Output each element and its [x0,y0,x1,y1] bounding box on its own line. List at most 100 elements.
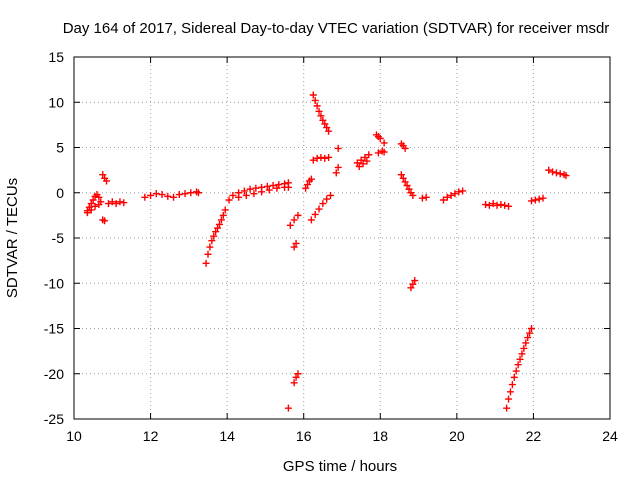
data-point [315,205,323,213]
data-point [103,177,111,185]
data-point [516,355,524,363]
data-series [503,325,536,412]
y-tick-label: -20 [44,366,64,382]
data-series [309,153,333,164]
data-point [422,193,430,201]
data-point [497,201,505,209]
data-series [290,370,302,387]
y-axis-label: SDTVAR / TECUs [4,178,21,298]
data-point [451,190,459,198]
data-point [334,163,342,171]
data-point [240,187,248,195]
data-series [104,198,128,208]
y-tick-label: -25 [44,411,64,427]
data-point [526,329,534,337]
data-point [361,153,369,161]
data-point [158,191,166,199]
data-point [313,102,321,110]
data-point [327,191,335,199]
data-point [217,216,225,224]
data-point [214,224,222,232]
data-point [304,181,312,189]
data-point [275,181,283,189]
data-point [181,190,189,198]
data-point [286,221,294,229]
data-point [263,182,271,190]
data-point [307,216,315,224]
data-point [206,243,214,251]
data-series [141,188,202,201]
data-point [512,367,520,375]
data-series [202,206,229,267]
y-tick-label: -5 [52,230,65,246]
data-point [399,174,407,182]
data-point [355,163,363,171]
data-point [332,169,340,177]
x-tick-label: 14 [219,428,235,444]
data-point [493,201,501,209]
data-point [258,188,266,196]
data-point [380,148,388,156]
data-point [552,169,560,177]
y-tick-label: 5 [56,140,64,156]
y-tick-label: 0 [56,185,64,201]
data-point [208,237,216,245]
data-point [505,395,513,403]
data-point [294,370,302,378]
data-point [221,206,229,214]
x-tick-label: 12 [143,428,159,444]
x-tick-labels: 10 12 14 16 18 20 22 24 [66,428,618,444]
data-series [307,191,335,224]
data-point [164,192,172,200]
data-point [510,373,518,381]
data-point [315,107,323,115]
data-point [549,168,557,176]
y-tick-label: 15 [48,49,64,65]
data-point [284,404,292,412]
data-point [321,154,329,162]
data-series [99,171,111,185]
data-point [397,171,405,179]
data-point [506,388,514,396]
data-point [520,344,528,352]
data-point [302,184,310,192]
x-tick-label: 10 [66,428,82,444]
x-tick-label: 16 [296,428,312,444]
data-point [401,178,409,186]
data-point [219,211,227,219]
data-point [501,201,509,209]
data-point [91,202,99,210]
data-point [284,183,292,191]
data-point [210,232,218,240]
data-series [397,171,417,199]
data-series [225,179,292,204]
data-series [355,157,371,171]
data-point [141,193,149,201]
data-point [325,127,333,135]
data-point [363,157,371,165]
data-point [212,228,220,236]
data-point [225,196,233,204]
data-point [353,159,361,167]
data-point [439,196,447,204]
data-point [87,200,95,208]
y-tick-label: -10 [44,275,64,291]
data-point [401,144,409,152]
data-point [317,112,325,120]
data-point [528,325,536,332]
data-point [409,191,417,199]
data-series [332,163,342,177]
data-point [120,199,128,207]
data-point [562,172,570,180]
data-point [311,96,319,104]
data-point [252,184,260,192]
data-point [528,197,536,205]
data-series [528,194,547,205]
data-point [403,182,411,190]
data-point [101,217,109,225]
data-point [522,339,530,347]
data-point [269,182,277,190]
data-point [95,193,103,201]
data-point [250,190,258,198]
data-point [229,191,237,199]
